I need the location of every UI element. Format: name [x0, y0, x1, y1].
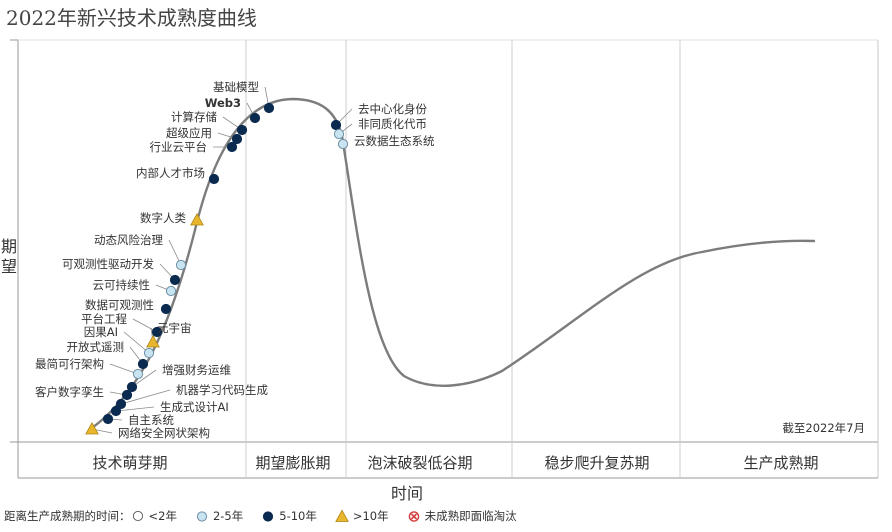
legend-item-lt2: <2年: [131, 508, 177, 524]
y-axis-label-2: 望: [1, 257, 17, 276]
point-14-label: 可观测性驱动开发: [62, 257, 154, 271]
legend-item-y2to5: 2-5年: [195, 508, 243, 524]
point-15-marker: [175, 259, 187, 271]
point-21-marker: [249, 112, 261, 124]
legend-item-gt10: >10年: [334, 508, 389, 524]
legend-item-obsolete: 未成熟即面临淘汰: [407, 508, 517, 524]
point-2-marker: [102, 413, 114, 425]
point-11-label: 平台工程: [81, 312, 127, 326]
point-1-label: 网络安全网状架构: [118, 426, 210, 440]
point-7-label: 最简可行架构: [35, 357, 104, 371]
point-18-marker: [226, 141, 238, 153]
point-5-marker: [121, 389, 133, 401]
phase-label-4: 稳步爬升复苏期: [544, 454, 649, 472]
point-23-marker: [330, 119, 342, 131]
as-of-note: 截至2022年7月: [782, 421, 865, 435]
point-4-marker: [115, 398, 127, 410]
point-24-marker: [333, 128, 345, 140]
legend-swatch-gt10: [334, 509, 349, 522]
point-2-label: 自主系统: [128, 413, 174, 427]
point-21-label: Web3: [205, 96, 241, 110]
hype-curve: [90, 97, 816, 430]
point-6-marker: [126, 381, 138, 393]
legend-swatch-y2to5: [196, 511, 208, 522]
legend-swatch-y5to10: [263, 511, 274, 522]
technology-points: [85, 102, 349, 435]
phase-label-5: 生产成熟期: [743, 454, 818, 472]
legend-label-lt2: <2年: [148, 509, 177, 523]
point-18-label: 行业云平台: [150, 140, 208, 154]
point-20-label: 计算存储: [171, 110, 217, 124]
legend-prefix: 距离生产成熟期的时间：: [4, 509, 131, 523]
point-6-label: 增强财务运维: [162, 363, 231, 377]
point-10-marker: [146, 334, 160, 348]
legend-label-obsolete: 未成熟即面临淘汰: [424, 509, 517, 523]
chart-frame: [10, 39, 879, 479]
point-25-label: 云数据生态系统: [354, 134, 435, 148]
point-12-label: 数据可观测性: [85, 298, 154, 312]
legend-swatch-obsolete: [408, 511, 419, 522]
point-1-marker: [85, 421, 99, 435]
phase-label-1: 技术萌芽期: [92, 454, 167, 472]
point-4-leader: [120, 389, 171, 405]
point-8-label: 开放式遥测: [67, 340, 125, 354]
legend-item-y5to10: 5-10年: [261, 508, 317, 524]
phase-label-2: 期望膨胀期: [255, 454, 330, 472]
point-22-marker: [263, 102, 275, 114]
chart-title: 2022年新兴技术成熟度曲线: [6, 6, 257, 30]
legend: 距离生产成熟期的时间： <2年 2-5年 5-10年 >10年 未成熟即面临淘汰: [4, 508, 535, 524]
y-axis-label-1: 期: [1, 237, 17, 256]
point-20-marker: [236, 124, 248, 136]
point-4-label: 机器学习代码生成: [176, 383, 268, 397]
point-13-marker: [165, 285, 177, 297]
point-8-marker: [137, 358, 149, 370]
hype-curve-path: [90, 97, 816, 430]
point-22-label: 基础模型: [213, 80, 259, 94]
point-10-label: 元宇宙: [157, 321, 192, 335]
legend-label-gt10: >10年: [352, 509, 389, 523]
point-3-leader: [115, 406, 155, 412]
point-12-marker: [160, 303, 172, 315]
point-15-label: 动态风险治理: [94, 233, 163, 247]
x-axis-label: 时间: [391, 484, 423, 503]
point-9-marker: [143, 347, 155, 359]
point-23-label: 去中心化身份: [358, 102, 427, 116]
phase-label-3: 泡沫破裂低谷期: [367, 454, 472, 472]
point-5-label: 客户数字孪生: [35, 385, 104, 399]
point-9-label: 因果AI: [84, 325, 118, 339]
point-7-marker: [132, 368, 144, 380]
point-17-label: 内部人才市场: [136, 166, 205, 180]
point-17-marker: [208, 173, 220, 185]
point-19-marker: [231, 133, 243, 145]
point-16-label: 数字人类: [140, 211, 186, 225]
point-13-label: 云可持续性: [93, 278, 151, 292]
point-19-label: 超级应用: [166, 126, 212, 140]
point-11-marker: [151, 326, 163, 338]
point-9-leader: [123, 331, 150, 354]
point-3-label: 生成式设计AI: [160, 400, 229, 414]
legend-swatch-lt2: [132, 510, 143, 522]
point-16-marker: [190, 212, 204, 226]
point-3-marker: [110, 405, 122, 417]
point-14-marker: [169, 274, 181, 286]
point-24-label: 非同质化代币: [358, 117, 427, 131]
legend-label-y5to10: 5-10年: [279, 509, 317, 523]
point-25-marker: [337, 138, 349, 150]
legend-label-y2to5: 2-5年: [212, 509, 244, 523]
